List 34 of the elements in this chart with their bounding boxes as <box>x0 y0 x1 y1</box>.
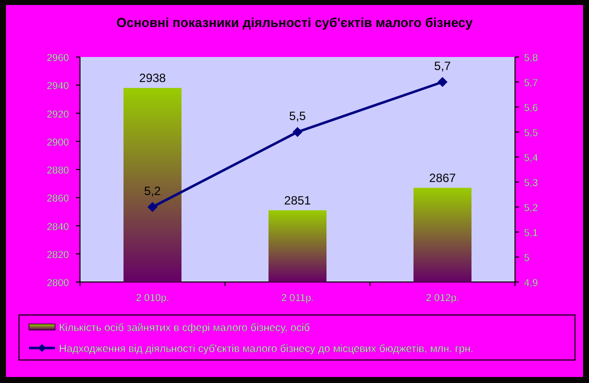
y-tick-label: 2940 <box>46 81 70 92</box>
y-tick-label: 2960 <box>46 53 70 64</box>
y2-tick-label: 5,6 <box>524 103 538 114</box>
legend-label: Кількість осіб зайнятих в сфері малого бізнесу, осіб <box>59 322 310 334</box>
y2-tick-label: 5,2 <box>524 203 538 214</box>
y-tick-label: 2900 <box>46 137 70 148</box>
y2-tick-label: 5,3 <box>524 178 538 189</box>
point <box>438 77 448 87</box>
y2-tick-label: 4,9 <box>524 278 538 289</box>
x-tick-label: 2 011р. <box>281 293 314 304</box>
y2-tick-label: 5,8 <box>524 53 538 64</box>
data-label: 5,2 <box>144 184 162 198</box>
chart-title: Основні показники діяльності суб'єктів малого бізнесу <box>116 15 474 30</box>
y-tick-label: 2840 <box>46 222 70 233</box>
y-tick-label: 2920 <box>46 109 70 120</box>
y-tick-label: 2860 <box>46 194 70 205</box>
y2-tick-label: 5,5 <box>524 128 538 139</box>
data-label: 2938 <box>139 70 166 85</box>
data-label: 5,7 <box>434 59 452 73</box>
legend-label: Надходження від діяльності суб'єктів малого бізнесу до місцевих бюджетів, млн. грн. <box>59 343 474 355</box>
y2-tick-label: 5 <box>524 253 530 264</box>
data-label: 2851 <box>284 193 312 208</box>
data-label: 2867 <box>429 170 456 185</box>
y-tick-label: 2880 <box>46 166 70 176</box>
y2-tick-label: 5,7 <box>524 78 538 89</box>
y-tick-label: 2800 <box>46 278 70 289</box>
y2-tick-label: 5,4 <box>524 153 538 164</box>
point <box>148 202 158 212</box>
x-tick-label: 2 010р. <box>136 293 170 304</box>
y2-tick-label: 5,1 <box>524 228 538 239</box>
point <box>292 127 302 137</box>
y-tick-label: 2820 <box>46 250 70 261</box>
data-label: 5,5 <box>289 109 306 123</box>
x-tick-label: 2 012р. <box>426 293 460 304</box>
